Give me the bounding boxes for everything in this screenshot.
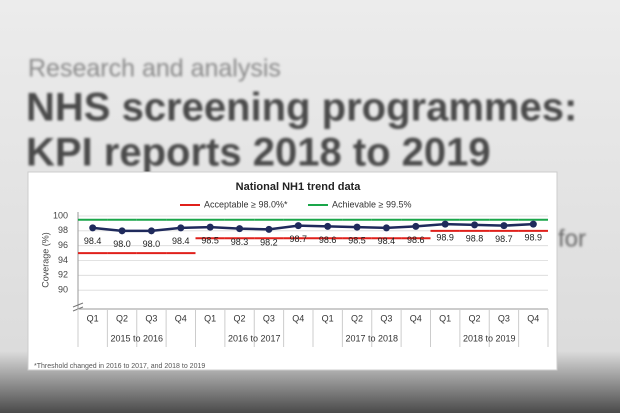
x-tick-label: Q3 bbox=[145, 313, 157, 323]
data-point bbox=[236, 225, 244, 233]
group-label: 2016 to 2017 bbox=[228, 333, 281, 343]
trend-line bbox=[92, 222, 534, 233]
data-label: 98.8 bbox=[466, 233, 484, 243]
x-tick-label: Q4 bbox=[527, 313, 539, 323]
data-label: 98.3 bbox=[231, 237, 249, 247]
data-label: 98.9 bbox=[436, 233, 454, 243]
data-point bbox=[89, 224, 97, 232]
chart-panel bbox=[27, 171, 558, 371]
page-title: KPI reports 2018 to 2019 bbox=[26, 131, 491, 175]
x-tick-label: Q1 bbox=[87, 313, 99, 323]
data-label: 98.6 bbox=[407, 235, 425, 245]
chart-title: National NH1 trend data bbox=[236, 181, 362, 193]
x-tick-label: Q2 bbox=[116, 313, 128, 323]
y-tick-label: 94 bbox=[58, 255, 68, 265]
data-point bbox=[118, 227, 126, 235]
x-tick-label: Q1 bbox=[439, 313, 451, 323]
data-point bbox=[353, 223, 361, 231]
group-label: 2018 to 2019 bbox=[463, 333, 516, 343]
data-label: 98.0 bbox=[113, 239, 131, 249]
x-tick-label: Q4 bbox=[292, 313, 304, 323]
data-label: 98.7 bbox=[290, 234, 308, 244]
group-label: 2015 to 2016 bbox=[110, 333, 163, 343]
data-label: 98.9 bbox=[525, 233, 543, 243]
data-point bbox=[441, 220, 449, 228]
data-point bbox=[471, 221, 479, 229]
x-tick-label: Q2 bbox=[234, 313, 246, 323]
data-point bbox=[265, 225, 273, 233]
y-tick-label: 96 bbox=[58, 240, 68, 250]
data-point bbox=[412, 222, 420, 230]
data-point bbox=[324, 222, 332, 230]
x-tick-label: Q3 bbox=[380, 313, 392, 323]
data-point bbox=[206, 223, 214, 231]
page-title: NHS screening programmes: bbox=[26, 86, 577, 130]
footnote: *Threshold changed in 2016 to 2017, and … bbox=[34, 363, 205, 370]
x-tick-label: Q4 bbox=[410, 313, 422, 323]
data-label: 98.4 bbox=[378, 236, 396, 246]
text-fragment: for bbox=[558, 225, 586, 252]
x-tick-label: Q3 bbox=[498, 313, 510, 323]
data-point bbox=[500, 222, 508, 230]
y-tick-label: 90 bbox=[58, 285, 68, 295]
x-tick-label: Q1 bbox=[204, 313, 216, 323]
data-label: 98.4 bbox=[84, 236, 102, 246]
y-tick-label: 100 bbox=[53, 210, 68, 220]
group-label: 2017 to 2018 bbox=[345, 333, 398, 343]
y-tick-label: 92 bbox=[58, 270, 68, 280]
data-point bbox=[147, 227, 155, 235]
x-tick-label: Q2 bbox=[351, 313, 363, 323]
data-point bbox=[529, 220, 537, 228]
legend-label: Achievable ≥ 99.5% bbox=[332, 199, 412, 209]
kicker: Research and analysis bbox=[28, 55, 281, 83]
data-label: 98.6 bbox=[319, 235, 337, 245]
y-axis-label: Coverage (%) bbox=[40, 232, 50, 288]
y-tick-label: 98 bbox=[58, 225, 68, 235]
legend-label: Acceptable ≥ 98.0%* bbox=[204, 199, 288, 209]
webpage-text: Research and analysis NHS screening prog… bbox=[26, 55, 586, 253]
x-tick-label: Q2 bbox=[469, 313, 481, 323]
data-label: 98.7 bbox=[495, 234, 513, 244]
data-point bbox=[382, 224, 390, 232]
data-point bbox=[294, 222, 302, 230]
data-label: 98.2 bbox=[260, 238, 278, 248]
x-tick-label: Q3 bbox=[263, 313, 275, 323]
data-label: 98.4 bbox=[172, 236, 190, 246]
data-label: 98.5 bbox=[201, 236, 219, 246]
data-point bbox=[177, 224, 185, 232]
x-tick-label: Q4 bbox=[175, 313, 187, 323]
data-label: 98.0 bbox=[143, 239, 161, 249]
x-tick-label: Q1 bbox=[322, 313, 334, 323]
data-label: 98.5 bbox=[348, 236, 366, 246]
